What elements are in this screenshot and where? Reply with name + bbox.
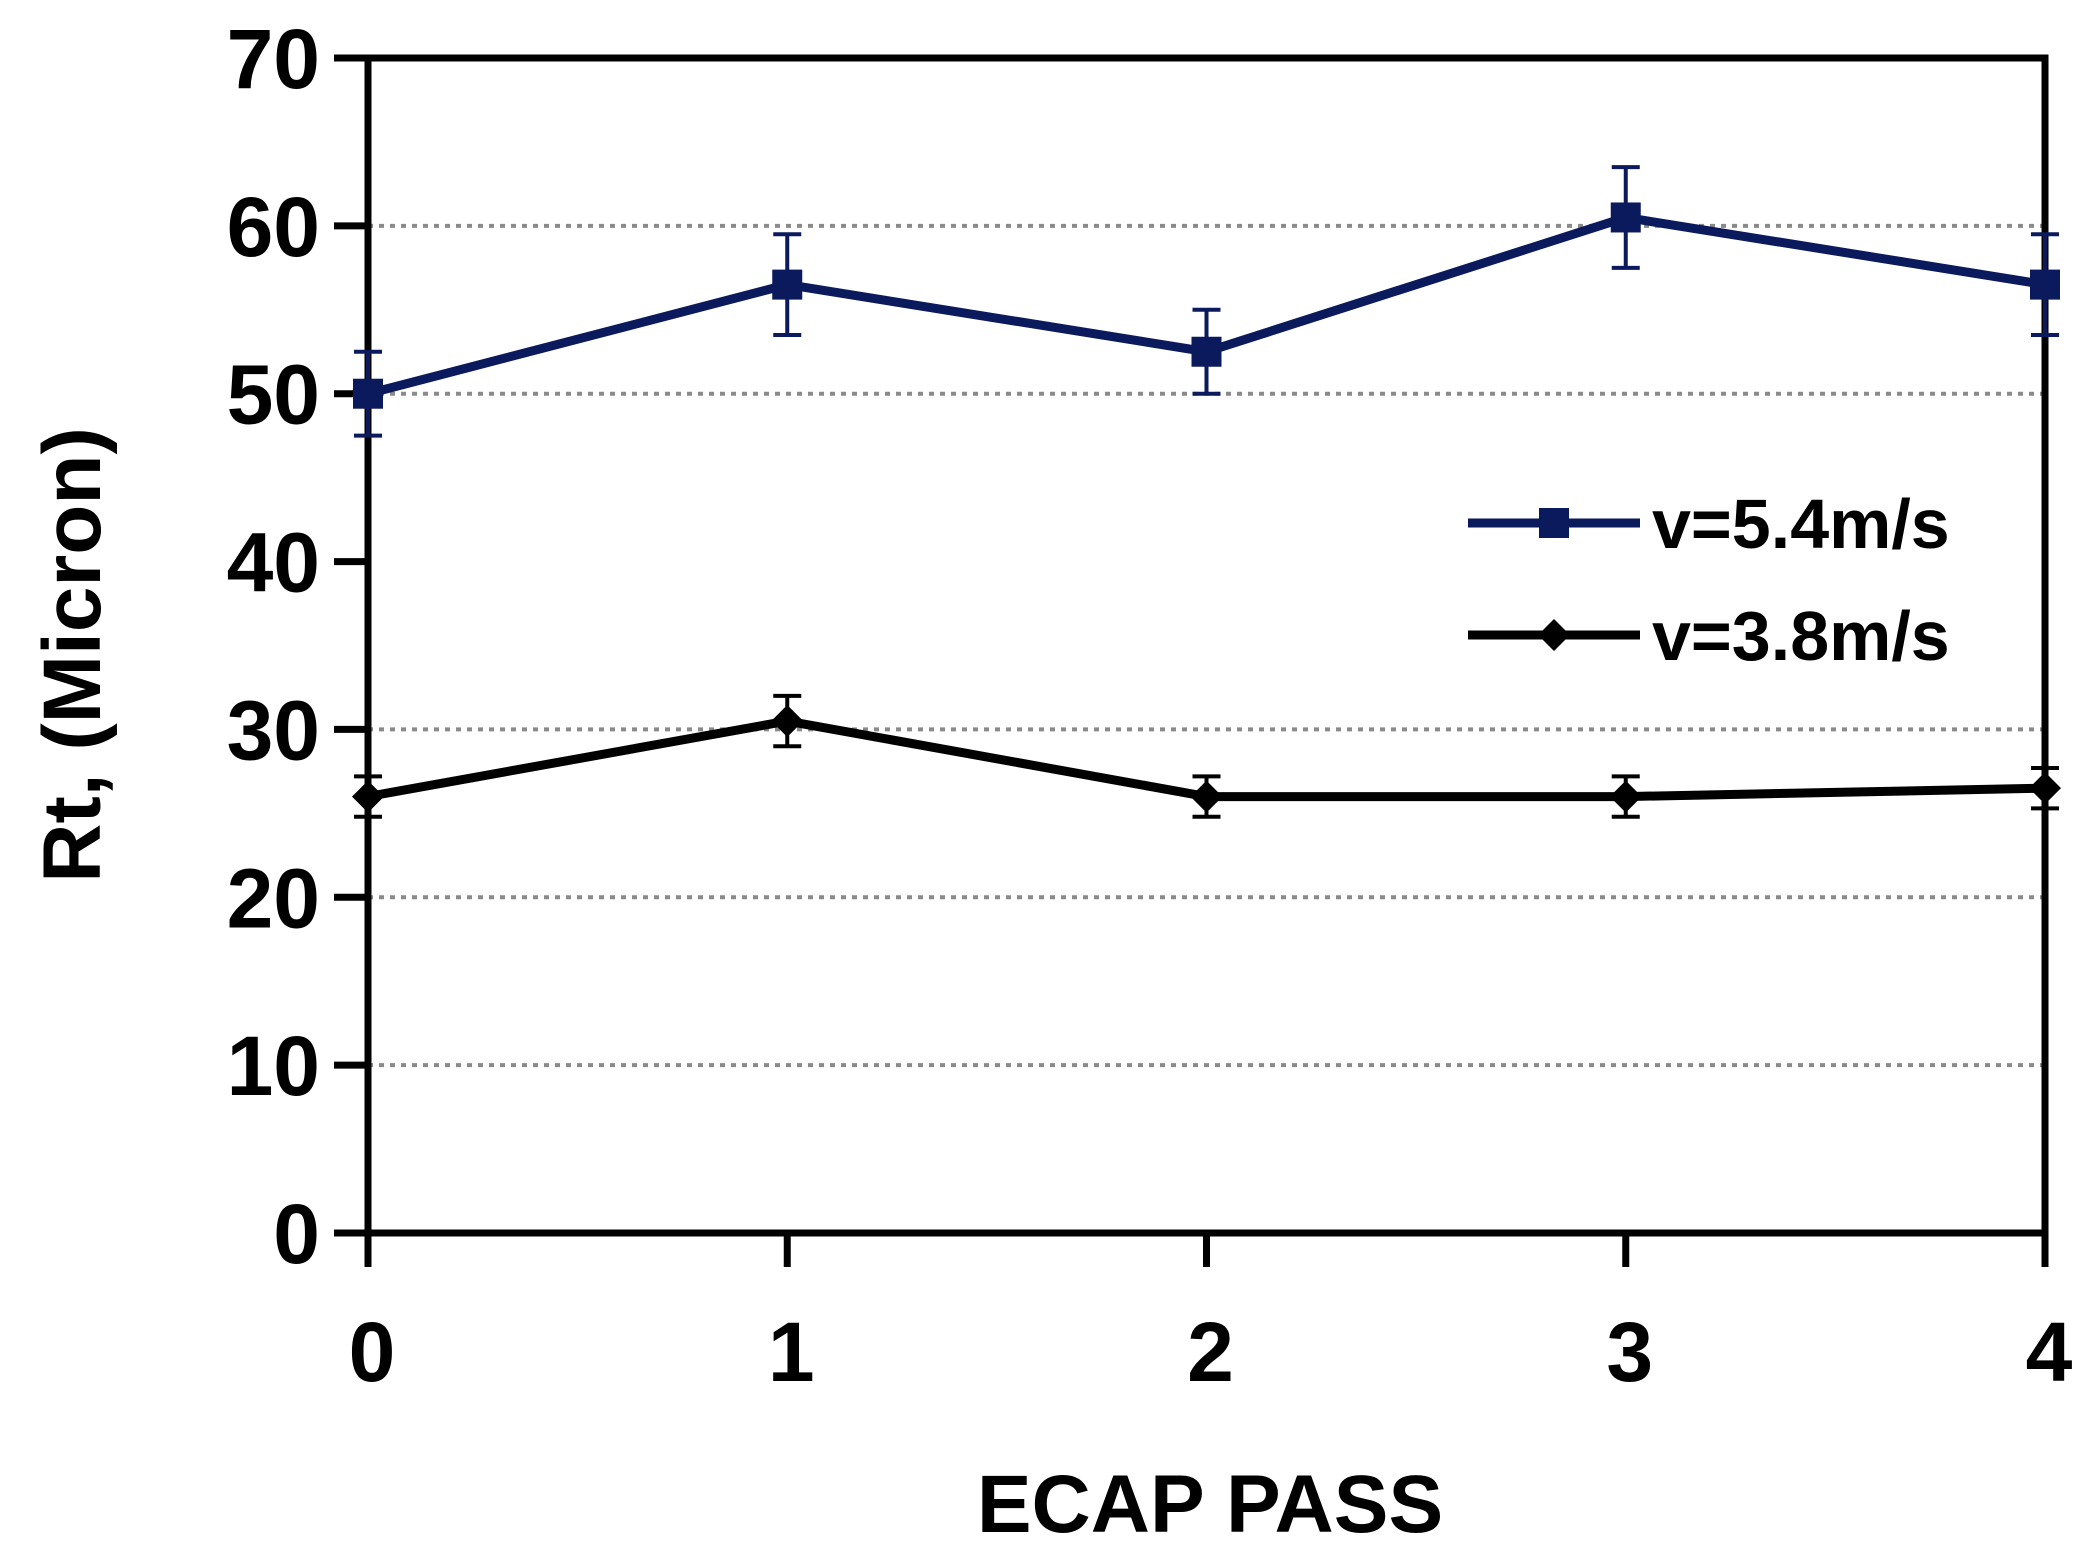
x-tick-label: 1 — [768, 1305, 815, 1399]
data-point-diamond — [771, 705, 804, 738]
y-tick-label: 50 — [227, 348, 320, 442]
data-point-diamond — [1190, 780, 1223, 813]
y-tick-label: 0 — [273, 1187, 320, 1281]
data-point-square — [1539, 508, 1569, 538]
legend-item: v=3.8m/s — [1468, 597, 1950, 675]
series-0 — [353, 165, 2060, 438]
y-tick-label: 40 — [227, 516, 320, 610]
legend-item: v=5.4m/s — [1468, 485, 1950, 563]
data-point-square — [772, 269, 803, 300]
series-group — [352, 165, 2061, 819]
x-axis-title: ECAP PASS — [977, 1459, 1443, 1550]
legend-label: v=5.4m/s — [1652, 485, 1950, 563]
legend-label: v=3.8m/s — [1652, 597, 1950, 675]
data-point-square — [353, 378, 383, 409]
x-tick-label: 2 — [1187, 1305, 1234, 1399]
y-tick-label: 20 — [227, 851, 320, 945]
x-tick-label: 3 — [1606, 1305, 1653, 1399]
y-tick-label: 10 — [227, 1019, 320, 1113]
data-point-diamond — [1538, 619, 1570, 651]
y-tick-label: 30 — [227, 683, 320, 777]
x-tick-label: 0 — [349, 1305, 396, 1399]
data-point-diamond — [2029, 772, 2061, 805]
data-point-diamond — [1609, 780, 1642, 813]
y-tick-label: 60 — [227, 180, 320, 274]
x-tick-label: 4 — [2026, 1305, 2073, 1399]
y-axis-title: Rt, (Micron) — [27, 427, 118, 882]
series-1 — [352, 693, 2061, 819]
legend: v=5.4m/s v=3.8m/s — [1468, 485, 1950, 675]
data-point-square — [1191, 336, 1222, 367]
y-tick-label: 70 — [227, 12, 320, 106]
data-point-square — [2030, 269, 2060, 300]
data-point-diamond — [352, 780, 384, 813]
gridlines — [368, 223, 2045, 1068]
data-point-square — [1610, 202, 1641, 233]
tick-labels: 0 10 20 30 40 50 60 70 0 1 2 3 4 — [227, 12, 2073, 1399]
axes — [334, 54, 2049, 1267]
